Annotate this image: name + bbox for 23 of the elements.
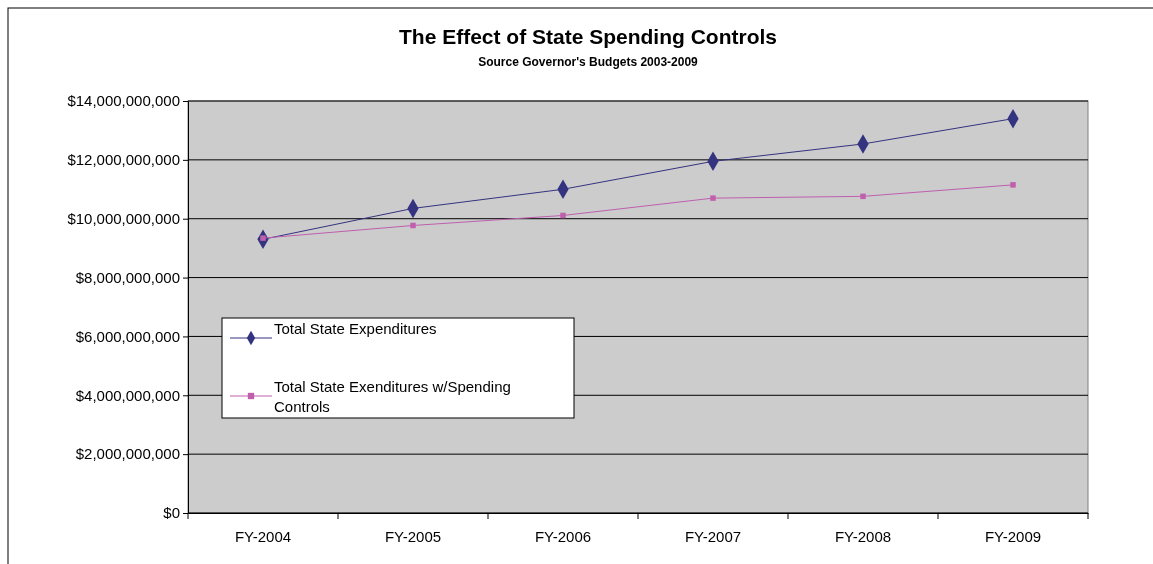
- x-tick-label: FY-2005: [384, 527, 442, 545]
- y-tick-label: $8,000,000,000: [75, 268, 180, 286]
- x-tick-label: FY-2008: [834, 527, 892, 545]
- point: [860, 193, 866, 200]
- y-tick-label: $6,000,000,000: [75, 327, 180, 345]
- y-tick-label: $2,000,000,000: [75, 445, 180, 463]
- point: [410, 222, 416, 229]
- chart-title: The Effect of State Spending Controls: [398, 25, 778, 48]
- x-tick-label: FY-2006: [534, 527, 592, 545]
- y-tick-label: $10,000,000,000: [67, 210, 180, 228]
- x-tick-label: FY-2007: [684, 527, 742, 545]
- x-tick-label: FY-2009: [984, 527, 1042, 545]
- y-tick-label: $0: [163, 504, 180, 522]
- y-tick-label: $4,000,000,000: [75, 386, 180, 404]
- point: [1010, 182, 1016, 188]
- point: [710, 195, 716, 201]
- point: [560, 212, 566, 219]
- legend-label: Total State Exenditures w/Spending Controls: [274, 378, 511, 415]
- x-tick-label: FY-2004: [234, 527, 292, 545]
- legend-label: Total State Expenditures: [274, 320, 437, 337]
- chart-subtitle: Source Governor's Budgets 2003-2009: [478, 55, 699, 69]
- y-tick-label: $14,000,000,000: [67, 92, 180, 110]
- y-tick-label: $12,000,000,000: [67, 151, 180, 169]
